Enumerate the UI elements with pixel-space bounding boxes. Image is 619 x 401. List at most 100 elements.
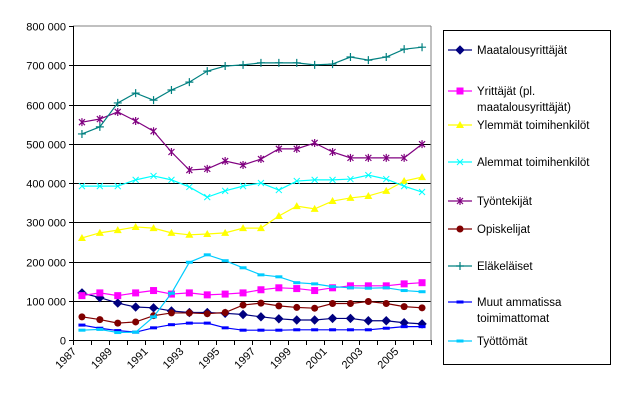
triangle-marker	[328, 197, 337, 205]
square-marker	[221, 290, 229, 298]
data-point	[400, 289, 408, 293]
data-point	[150, 172, 157, 180]
square-marker	[382, 282, 390, 290]
legend-label: Työntekijät	[477, 196, 533, 208]
data-point	[456, 339, 464, 343]
data-point	[132, 330, 140, 334]
triangle-marker	[149, 224, 158, 232]
diamond-marker	[455, 45, 465, 55]
data-point	[382, 299, 390, 307]
data-point	[327, 313, 338, 324]
circle-marker	[346, 299, 354, 307]
plus-marker	[167, 85, 176, 94]
diamond-marker	[381, 316, 391, 326]
data-point	[96, 327, 104, 331]
data-point	[113, 226, 122, 234]
data-point	[329, 176, 336, 184]
star-marker	[168, 147, 175, 156]
star-marker	[400, 153, 408, 162]
y-tick-label: 100 000	[26, 297, 66, 309]
triangle-marker	[239, 224, 248, 232]
dash-marker	[329, 328, 337, 332]
data-point	[329, 299, 337, 307]
data-point	[400, 177, 409, 185]
data-point	[96, 115, 104, 124]
data-point	[221, 326, 229, 330]
plus-marker	[185, 78, 194, 87]
data-point	[310, 204, 319, 212]
diamond-marker	[292, 315, 302, 325]
data-point	[130, 302, 141, 312]
data-point	[309, 315, 320, 325]
x-marker	[347, 175, 354, 183]
legend-item: Muut ammatissa toimimattomat	[448, 297, 562, 325]
circle-marker	[311, 304, 319, 312]
diamond-marker	[148, 303, 159, 313]
data-point	[257, 299, 265, 307]
data-point	[311, 282, 319, 286]
square-marker	[150, 287, 158, 295]
data-point	[400, 303, 408, 311]
dash-marker	[418, 290, 426, 294]
dash-marker	[456, 339, 464, 343]
dash-marker	[132, 330, 140, 334]
triangle-marker	[310, 204, 319, 212]
data-point	[167, 291, 175, 295]
diamond-marker	[238, 309, 248, 320]
data-point	[221, 62, 230, 71]
plus-marker	[274, 58, 283, 67]
plus-marker	[149, 96, 158, 105]
series-line	[81, 176, 423, 239]
data-point	[78, 182, 86, 190]
circle-marker	[329, 299, 337, 307]
data-point	[78, 118, 86, 127]
data-point	[203, 230, 212, 238]
data-point	[150, 315, 158, 319]
plus-marker	[95, 122, 104, 131]
circle-marker	[132, 318, 140, 326]
data-point	[95, 122, 104, 131]
data-point	[78, 328, 86, 332]
dash-marker	[78, 328, 86, 332]
dash-marker	[346, 286, 354, 290]
series-line	[81, 111, 423, 171]
star-marker	[132, 116, 140, 125]
dash-marker	[456, 300, 464, 304]
dash-marker	[114, 331, 122, 335]
circle-marker	[221, 309, 229, 317]
data-point	[114, 331, 122, 335]
data-point	[418, 140, 426, 149]
data-point	[381, 316, 391, 326]
dash-marker	[96, 327, 104, 331]
x-tick-label: 1991	[125, 346, 151, 372]
triangle-marker	[77, 233, 86, 241]
series-6	[77, 43, 427, 138]
data-point	[96, 289, 104, 297]
x-tick-label: 2005	[376, 346, 402, 372]
data-point	[257, 286, 265, 294]
data-point	[400, 182, 408, 190]
x-tick-label: 1999	[268, 346, 294, 372]
circle-marker	[78, 313, 86, 321]
dash-marker	[382, 286, 390, 290]
dash-marker	[257, 273, 265, 277]
data-point	[168, 176, 175, 184]
data-point	[364, 298, 372, 306]
data-point	[274, 211, 283, 219]
data-point	[346, 299, 354, 307]
triangle-marker	[346, 193, 355, 201]
dash-marker	[221, 259, 229, 263]
diamond-marker	[327, 313, 338, 324]
data-point	[185, 309, 193, 317]
data-point	[275, 275, 283, 279]
data-point	[346, 53, 355, 62]
data-point	[167, 309, 175, 317]
circle-marker	[400, 303, 408, 311]
data-point	[114, 319, 122, 327]
legend: Maatalousyrittäjät Yrittäjät (pl. maatalou…	[443, 30, 611, 365]
data-point	[347, 153, 354, 162]
plus-marker	[131, 89, 140, 98]
circle-marker	[364, 298, 372, 306]
plus-marker	[346, 53, 355, 62]
plus-marker	[292, 58, 301, 67]
